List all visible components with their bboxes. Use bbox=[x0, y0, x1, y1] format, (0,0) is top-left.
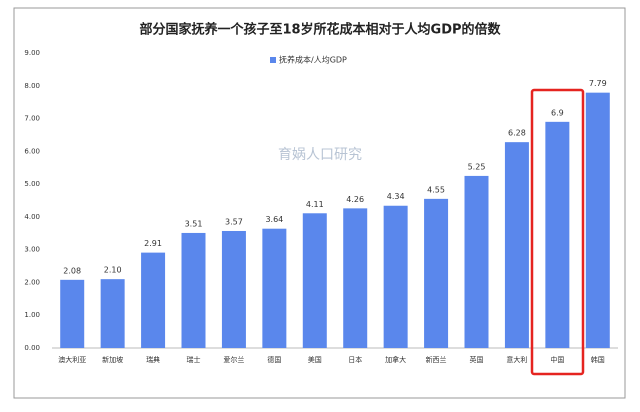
x-tick-label: 瑞典 bbox=[146, 355, 160, 364]
y-tick-label: 8.00 bbox=[24, 82, 40, 90]
bar bbox=[221, 230, 246, 348]
x-tick-label: 韩国 bbox=[591, 355, 605, 364]
legend-swatch bbox=[270, 57, 276, 63]
x-tick-label: 意大利 bbox=[506, 355, 527, 364]
y-tick-label: 6.00 bbox=[24, 147, 40, 155]
bar bbox=[302, 213, 327, 348]
highlight-box bbox=[530, 88, 585, 376]
bar bbox=[60, 279, 85, 348]
value-label: 6.9 bbox=[551, 108, 564, 117]
value-label: 4.11 bbox=[306, 200, 324, 209]
value-label: 2.10 bbox=[104, 266, 122, 275]
x-tick-label: 爱尔兰 bbox=[223, 355, 244, 364]
value-label: 3.57 bbox=[225, 217, 243, 226]
y-tick-label: 5.00 bbox=[24, 180, 40, 188]
bar bbox=[504, 142, 529, 348]
value-label: 5.25 bbox=[468, 162, 486, 171]
x-tick-label: 加拿大 bbox=[385, 355, 406, 364]
value-label: 2.91 bbox=[144, 239, 162, 248]
bar bbox=[181, 232, 206, 348]
y-tick-label: 2.00 bbox=[24, 278, 40, 286]
bar bbox=[141, 252, 166, 348]
value-label: 2.08 bbox=[63, 266, 81, 275]
value-label: 4.55 bbox=[427, 185, 445, 194]
chart-title: 部分国家抚养一个孩子至18岁所花成本相对于人均GDP的倍数 bbox=[139, 22, 501, 38]
bar bbox=[100, 279, 125, 348]
y-tick-label: 4.00 bbox=[24, 213, 40, 221]
legend-label: 抚养成本/人均GDP bbox=[279, 55, 347, 65]
y-tick-label: 7.00 bbox=[24, 115, 40, 123]
value-label: 4.34 bbox=[387, 192, 405, 201]
bar bbox=[343, 208, 368, 348]
x-tick-label: 新西兰 bbox=[426, 355, 447, 364]
x-tick-label: 英国 bbox=[470, 355, 484, 364]
value-label: 3.64 bbox=[265, 215, 283, 224]
x-tick-label: 美国 bbox=[308, 355, 322, 364]
y-tick-label: 0.00 bbox=[24, 344, 40, 352]
x-tick-label: 瑞士 bbox=[187, 355, 201, 364]
value-label: 3.51 bbox=[185, 219, 203, 228]
x-tick-label: 中国 bbox=[550, 355, 564, 364]
value-label: 6.28 bbox=[508, 129, 526, 138]
value-label: 4.26 bbox=[346, 195, 364, 204]
bar bbox=[424, 198, 449, 348]
value-label: 7.79 bbox=[589, 79, 607, 88]
x-tick-label: 德国 bbox=[267, 355, 281, 364]
x-tick-label: 澳大利亚 bbox=[58, 355, 86, 364]
y-tick-label: 1.00 bbox=[24, 311, 40, 319]
y-tick-label: 3.00 bbox=[24, 246, 40, 254]
x-tick-label: 日本 bbox=[348, 355, 362, 364]
x-tick-label: 新加坡 bbox=[102, 355, 123, 364]
bar bbox=[545, 121, 570, 348]
bar bbox=[262, 228, 287, 348]
bar bbox=[464, 175, 489, 348]
y-tick-label: 9.00 bbox=[24, 49, 40, 57]
bar bbox=[585, 92, 610, 349]
watermark: 育娲人口研究 bbox=[278, 147, 362, 163]
bar bbox=[383, 205, 408, 348]
